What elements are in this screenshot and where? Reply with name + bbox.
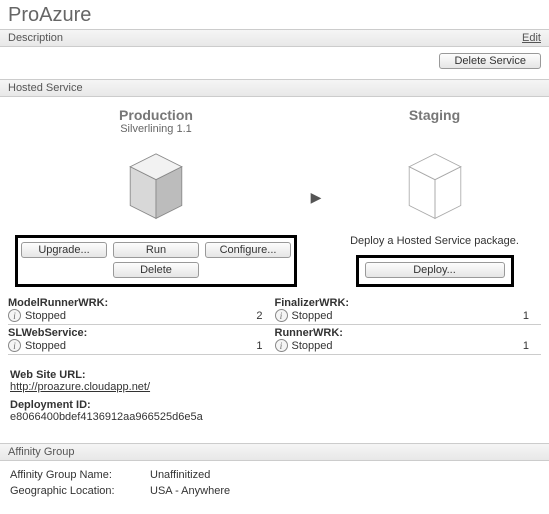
info-icon: i <box>275 309 288 322</box>
production-button-group: Upgrade... Run Configure... Delete <box>15 235 296 287</box>
role-count: 1 <box>256 340 274 352</box>
website-url-label: Web Site URL: <box>10 369 539 381</box>
staging-column: Staging Deploy a Hosted Service package.… <box>328 107 541 287</box>
affinity-loc-value: USA - Anywhere <box>150 485 230 497</box>
role-name: RunnerWRK: <box>275 327 542 339</box>
info-icon: i <box>8 339 21 352</box>
configure-button[interactable]: Configure... <box>205 242 291 258</box>
delete-service-button[interactable]: Delete Service <box>439 53 541 69</box>
hosted-service-label: Hosted Service <box>8 82 83 94</box>
affinity-name-value: Unaffinitized <box>150 469 210 481</box>
page-title: ProAzure <box>0 0 549 29</box>
role-name: SLWebService: <box>8 327 275 339</box>
top-actions: Delete Service <box>0 47 549 79</box>
swap-icon[interactable]: ▶ <box>311 189 322 206</box>
affinity-header-bar: Affinity Group <box>0 443 549 461</box>
edit-link[interactable]: Edit <box>522 32 541 44</box>
role-block: RunnerWRK: i Stopped 1 <box>275 327 542 352</box>
role-count: 1 <box>523 310 541 322</box>
info-icon: i <box>275 339 288 352</box>
staging-button-group: Deploy... <box>356 255 514 287</box>
production-cube-icon <box>112 141 200 227</box>
affinity-loc-label: Geographic Location: <box>10 485 150 497</box>
delete-button[interactable]: Delete <box>113 262 199 278</box>
role-status: Stopped <box>25 340 66 352</box>
roles-panel: ModelRunnerWRK: i Stopped 2 FinalizerWRK… <box>0 291 549 357</box>
role-name: FinalizerWRK: <box>275 297 542 309</box>
role-status: Stopped <box>292 340 333 352</box>
staging-message: Deploy a Hosted Service package. <box>328 235 541 247</box>
role-status: Stopped <box>292 310 333 322</box>
staging-title: Staging <box>328 107 541 123</box>
description-header-bar: Description Edit <box>0 29 549 47</box>
role-status: Stopped <box>25 310 66 322</box>
deployment-id-label: Deployment ID: <box>10 399 539 411</box>
staging-cube-icon <box>391 141 479 227</box>
upgrade-button[interactable]: Upgrade... <box>21 242 107 258</box>
production-subtitle: Silverlining 1.1 <box>8 123 304 135</box>
run-button[interactable]: Run <box>113 242 199 258</box>
affinity-label: Affinity Group <box>8 446 74 458</box>
hosted-service-header-bar: Hosted Service <box>0 79 549 97</box>
hosted-body: Production Silverlining 1.1 Upgrade... R… <box>0 97 549 291</box>
website-url-link[interactable]: http://proazure.cloudapp.net/ <box>10 381 150 393</box>
affinity-body: Affinity Group Name: Unaffinitized Geogr… <box>0 461 549 509</box>
role-block: FinalizerWRK: i Stopped 1 <box>275 297 542 322</box>
role-block: ModelRunnerWRK: i Stopped 2 <box>8 297 275 322</box>
role-count: 2 <box>256 310 274 322</box>
swap-column: ▶ <box>304 107 328 287</box>
role-name: ModelRunnerWRK: <box>8 297 275 309</box>
role-count: 1 <box>523 340 541 352</box>
affinity-name-label: Affinity Group Name: <box>10 469 150 481</box>
production-title: Production <box>8 107 304 123</box>
deploy-button[interactable]: Deploy... <box>365 262 505 278</box>
role-block: SLWebService: i Stopped 1 <box>8 327 275 352</box>
deployment-id-value: e8066400bdef4136912aa966525d6e5a <box>10 411 539 423</box>
description-label: Description <box>8 32 63 44</box>
production-column: Production Silverlining 1.1 Upgrade... R… <box>8 107 304 287</box>
deployment-meta: Web Site URL: http://proazure.cloudapp.n… <box>0 357 549 429</box>
info-icon: i <box>8 309 21 322</box>
